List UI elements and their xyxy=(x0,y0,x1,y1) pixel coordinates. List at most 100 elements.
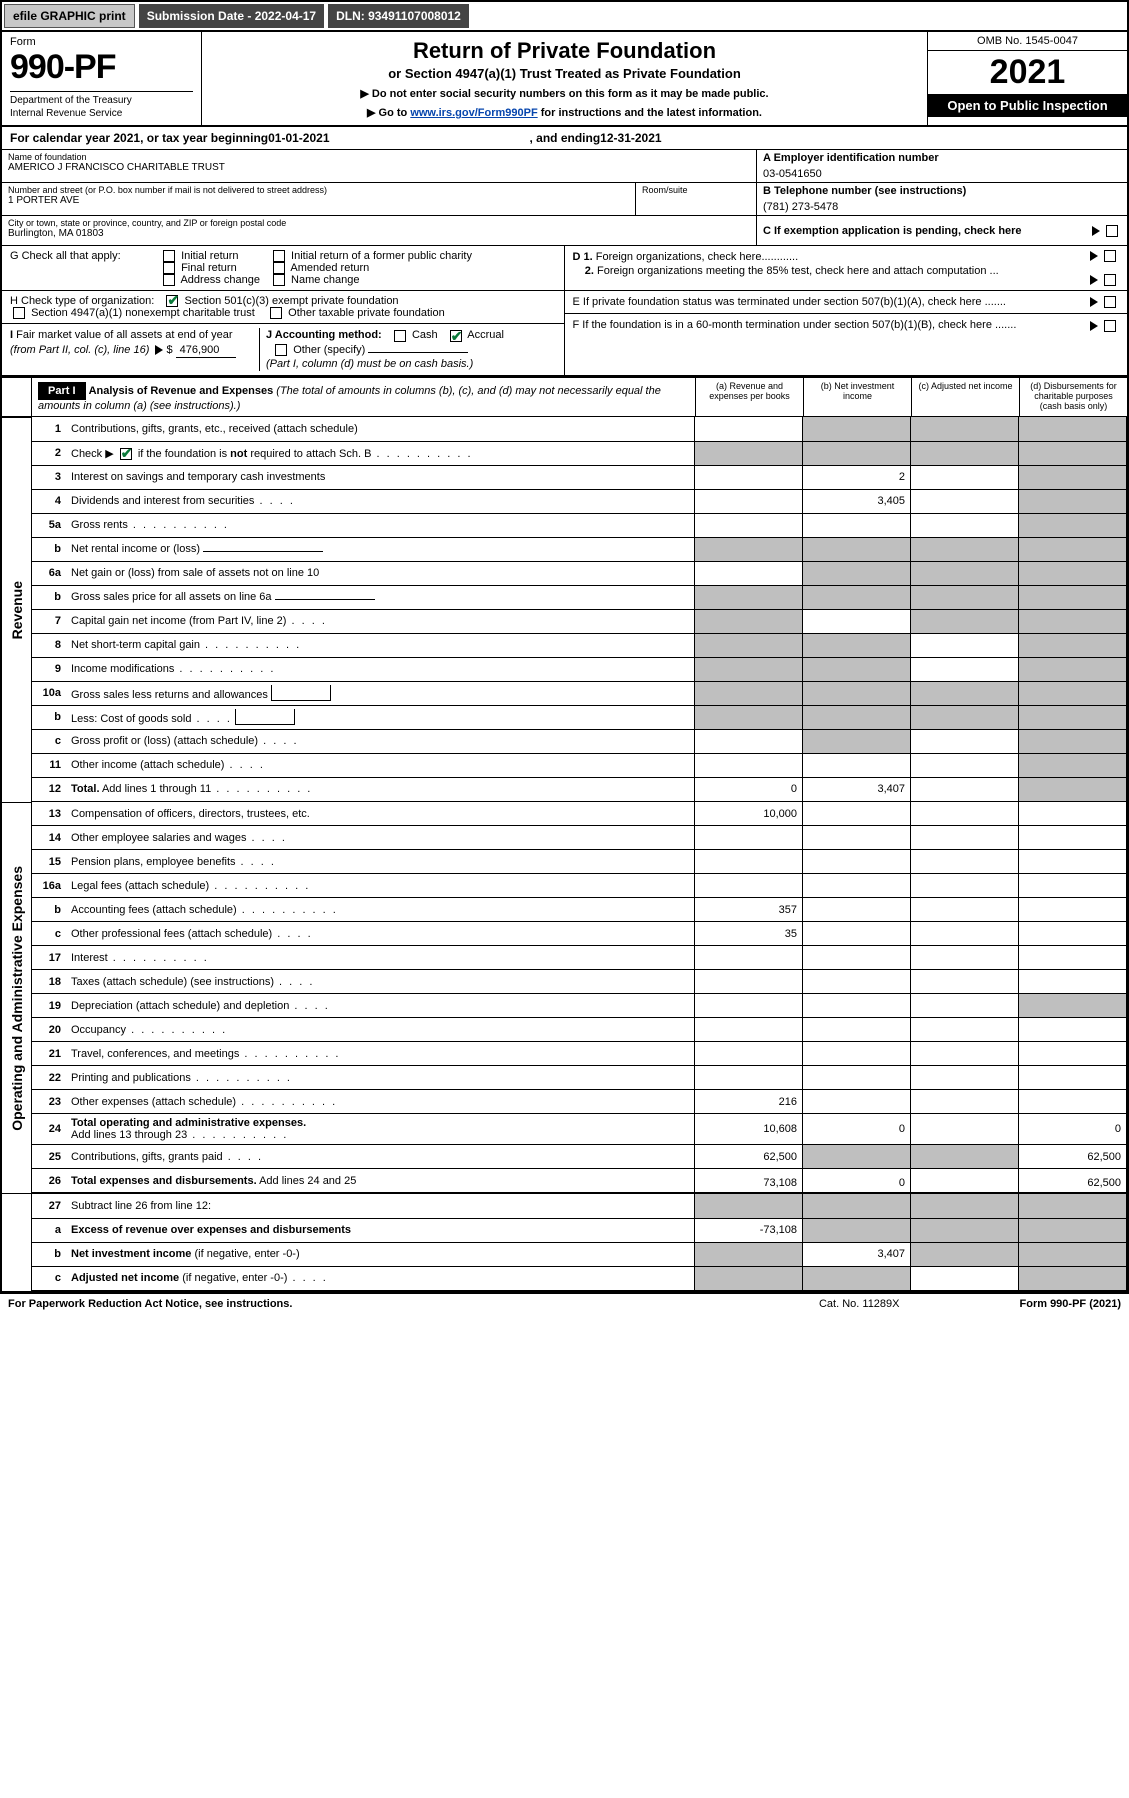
table-row: 20Occupancy xyxy=(32,1018,1127,1042)
g-address-checkbox[interactable] xyxy=(163,274,175,286)
foundation-name: AMERICO J FRANCISCO CHARITABLE TRUST xyxy=(2,162,756,179)
ident-row-1: Name of foundation AMERICO J FRANCISCO C… xyxy=(2,150,1127,183)
table-row: bGross sales price for all assets on lin… xyxy=(32,585,1127,609)
d1-checkbox[interactable] xyxy=(1104,250,1116,262)
h-section: H Check type of organization: Section 50… xyxy=(2,291,564,324)
j-other: Other (specify) xyxy=(293,344,365,356)
l10a-input[interactable] xyxy=(271,685,331,701)
g-section: G Check all that apply: Initial return F… xyxy=(2,246,564,291)
phone-value: (781) 273-5478 xyxy=(763,201,1121,213)
table-row: 3Interest on savings and temporary cash … xyxy=(32,465,1127,489)
g-initial-checkbox[interactable] xyxy=(163,250,175,262)
l27b-b: 3,407 xyxy=(803,1242,911,1266)
name-block: Name of foundation AMERICO J FRANCISCO C… xyxy=(2,150,757,182)
g-opt-2: Address change xyxy=(180,274,260,286)
l2-pre: Check ▶ xyxy=(71,448,117,460)
f-label: F If the foundation is in a 60-month ter… xyxy=(573,318,1088,332)
form-word: Form xyxy=(10,36,193,48)
phone-label: B Telephone number (see instructions) xyxy=(763,185,1121,197)
ident-row-2: Number and street (or P.O. box number if… xyxy=(2,183,1127,216)
table-row: 17Interest xyxy=(32,946,1127,970)
top-bar: efile GRAPHIC print Submission Date - 20… xyxy=(2,2,1127,32)
revenue-side-label: Revenue xyxy=(2,417,32,802)
form-number: 990-PF xyxy=(10,48,193,87)
l17-desc: Interest xyxy=(66,946,695,970)
h-other-checkbox[interactable] xyxy=(270,307,282,319)
d2-checkbox[interactable] xyxy=(1104,274,1116,286)
l10c-desc: Gross profit or (loss) (attach schedule) xyxy=(66,729,695,753)
table-row: 11Other income (attach schedule) xyxy=(32,753,1127,777)
l7-desc: Capital gain net income (from Part IV, l… xyxy=(66,609,695,633)
addr-value: 1 PORTER AVE xyxy=(2,195,635,212)
arrow-icon xyxy=(1090,275,1098,285)
table-row: cAdjusted net income (if negative, enter… xyxy=(32,1266,1127,1290)
e-label: E If private foundation status was termi… xyxy=(573,295,1088,309)
g-opt-1: Final return xyxy=(181,262,237,274)
irs-link[interactable]: www.irs.gov/Form990PF xyxy=(410,107,537,119)
j-accrual-checkbox[interactable] xyxy=(450,330,462,342)
h-label: H Check type of organization: xyxy=(10,295,154,307)
l5b-input[interactable] xyxy=(203,551,323,552)
f-section: F If the foundation is in a 60-month ter… xyxy=(565,314,1128,336)
j-accrual: Accrual xyxy=(467,329,504,341)
j-note: (Part I, column (d) must be on cash basi… xyxy=(266,358,473,370)
j-other-input[interactable] xyxy=(368,352,468,353)
addr-label: Number and street (or P.O. box number if… xyxy=(2,183,635,195)
l10b-input[interactable] xyxy=(235,709,295,725)
d-section: D 1. Foreign organizations, check here..… xyxy=(565,246,1128,291)
g-opt-4: Amended return xyxy=(290,262,369,274)
address-block: Number and street (or P.O. box number if… xyxy=(2,183,757,215)
h-501c3-checkbox[interactable] xyxy=(166,295,178,307)
l24-d: 0 xyxy=(1019,1114,1127,1145)
l9-desc: Income modifications xyxy=(66,657,695,681)
name-label: Name of foundation xyxy=(2,150,756,162)
f-checkbox[interactable] xyxy=(1104,320,1116,332)
open-to-public: Open to Public Inspection xyxy=(928,94,1127,117)
efile-print-button[interactable]: efile GRAPHIC print xyxy=(4,4,135,28)
g-amended-checkbox[interactable] xyxy=(273,262,285,274)
room-label: Room/suite xyxy=(636,183,756,195)
table-row: bLess: Cost of goods sold xyxy=(32,705,1127,729)
g-name-change-checkbox[interactable] xyxy=(273,274,285,286)
table-row: bNet investment income (if negative, ent… xyxy=(32,1242,1127,1266)
table-row: 2Check ▶ if the foundation is not requir… xyxy=(32,441,1127,465)
table-row: 12Total. Add lines 1 through 1103,407 xyxy=(32,777,1127,801)
line27-section: 27Subtract line 26 from line 12: aExcess… xyxy=(2,1193,1127,1291)
g-final-checkbox[interactable] xyxy=(163,262,175,274)
c-checkbox[interactable] xyxy=(1106,225,1118,237)
phone-block: B Telephone number (see instructions) (7… xyxy=(757,183,1127,215)
l24-b: 0 xyxy=(803,1114,911,1145)
col-b-header: (b) Net investment income xyxy=(803,378,911,416)
c-block: C If exemption application is pending, c… xyxy=(757,216,1127,245)
l2-checkbox[interactable] xyxy=(120,448,132,460)
l21-desc: Travel, conferences, and meetings xyxy=(66,1042,695,1066)
g-opt-5: Name change xyxy=(291,274,360,286)
l19-desc: Depreciation (attach schedule) and deple… xyxy=(66,994,695,1018)
table-row: 16aLegal fees (attach schedule) xyxy=(32,874,1127,898)
l16c-desc: Other professional fees (attach schedule… xyxy=(66,922,695,946)
h-opt3: Other taxable private foundation xyxy=(288,307,445,319)
l27-desc: Subtract line 26 from line 12: xyxy=(66,1194,695,1218)
l25-a: 62,500 xyxy=(695,1145,803,1169)
e-checkbox[interactable] xyxy=(1104,296,1116,308)
h-4947-checkbox[interactable] xyxy=(13,307,25,319)
expenses-text: Operating and Administrative Expenses xyxy=(9,866,25,1131)
footer-right: Form 990-PF (2021) xyxy=(1020,1298,1122,1310)
fmv-value: 476,900 xyxy=(176,343,236,358)
j-cash-checkbox[interactable] xyxy=(394,330,406,342)
arrow-icon xyxy=(1092,226,1100,236)
g-initial-former-checkbox[interactable] xyxy=(273,250,285,262)
l10a-desc: Gross sales less returns and allowances xyxy=(66,681,695,705)
table-row: 21Travel, conferences, and meetings xyxy=(32,1042,1127,1066)
l23-desc: Other expenses (attach schedule) xyxy=(66,1090,695,1114)
l5a-desc: Gross rents xyxy=(66,513,695,537)
submission-date: Submission Date - 2022-04-17 xyxy=(139,4,324,28)
form-container: efile GRAPHIC print Submission Date - 20… xyxy=(0,0,1129,1293)
j-other-checkbox[interactable] xyxy=(275,344,287,356)
l6b-input[interactable] xyxy=(275,599,375,600)
part-1-header: Part I Analysis of Revenue and Expenses … xyxy=(2,376,1127,417)
c-label: C If exemption application is pending, c… xyxy=(763,225,1089,237)
department: Department of the TreasuryInternal Reven… xyxy=(10,91,193,120)
arrow-icon xyxy=(1090,251,1098,261)
form-subtitle: or Section 4947(a)(1) Trust Treated as P… xyxy=(212,66,917,81)
